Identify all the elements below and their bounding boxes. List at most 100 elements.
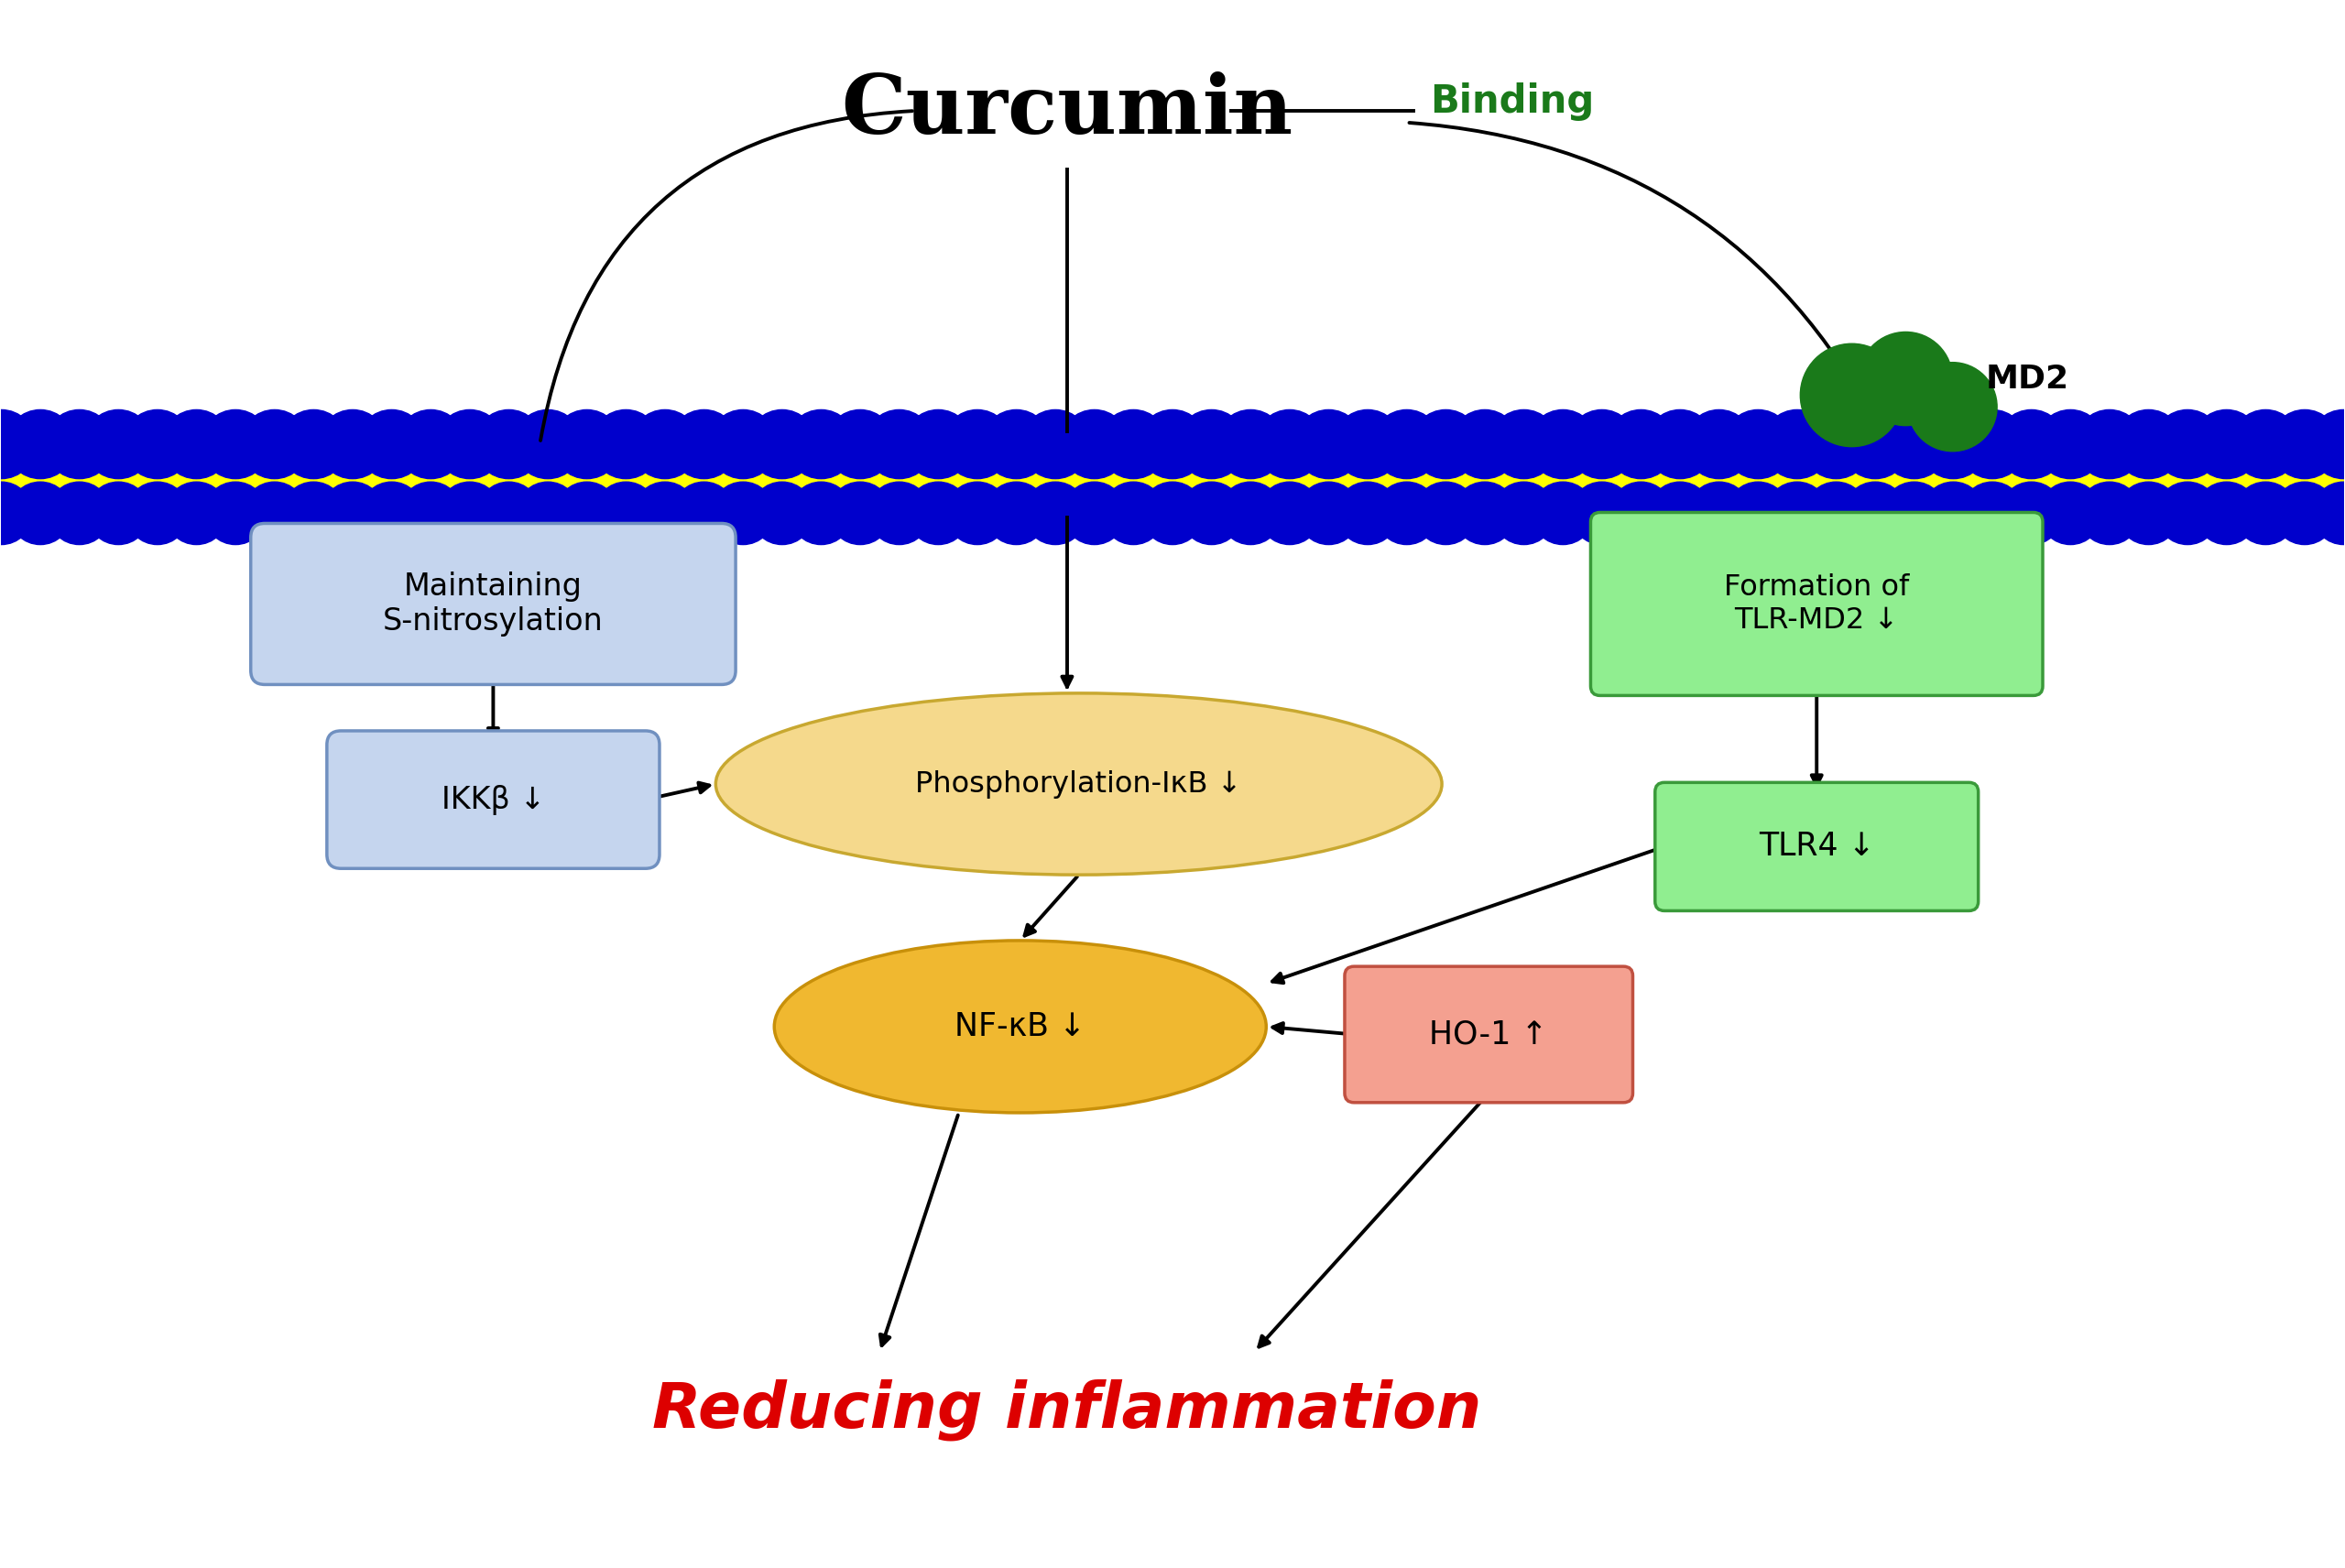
Circle shape bbox=[2310, 409, 2345, 478]
Circle shape bbox=[631, 409, 699, 478]
Text: IKKβ ↓: IKKβ ↓ bbox=[441, 784, 544, 815]
Text: Curcumin: Curcumin bbox=[842, 71, 1292, 151]
Circle shape bbox=[1414, 481, 1477, 544]
Circle shape bbox=[1646, 409, 1714, 478]
Circle shape bbox=[1918, 409, 1989, 478]
Circle shape bbox=[1219, 481, 1283, 544]
Circle shape bbox=[1100, 409, 1168, 478]
Circle shape bbox=[436, 409, 504, 478]
Circle shape bbox=[478, 481, 539, 544]
Circle shape bbox=[1566, 409, 1637, 478]
Circle shape bbox=[127, 481, 190, 544]
FancyBboxPatch shape bbox=[1344, 966, 1632, 1102]
FancyBboxPatch shape bbox=[251, 524, 736, 685]
Circle shape bbox=[945, 481, 1008, 544]
Circle shape bbox=[2270, 409, 2340, 478]
Circle shape bbox=[439, 481, 502, 544]
Circle shape bbox=[1801, 343, 1904, 447]
Circle shape bbox=[1998, 409, 2066, 478]
Circle shape bbox=[9, 481, 73, 544]
Ellipse shape bbox=[774, 941, 1266, 1113]
Circle shape bbox=[1923, 481, 1984, 544]
Circle shape bbox=[865, 409, 933, 478]
Circle shape bbox=[713, 481, 774, 544]
Circle shape bbox=[908, 481, 968, 544]
Circle shape bbox=[1766, 481, 1829, 544]
Circle shape bbox=[1060, 409, 1128, 478]
Text: Formation of
TLR-MD2 ↓: Formation of TLR-MD2 ↓ bbox=[1724, 574, 1909, 635]
Circle shape bbox=[1724, 409, 1792, 478]
Circle shape bbox=[1571, 481, 1632, 544]
Circle shape bbox=[596, 481, 657, 544]
Circle shape bbox=[671, 409, 739, 478]
Circle shape bbox=[1801, 409, 1871, 478]
Ellipse shape bbox=[715, 693, 1442, 875]
Circle shape bbox=[2195, 481, 2258, 544]
Circle shape bbox=[1334, 409, 1402, 478]
Text: Maintaining
S-nitrosylation: Maintaining S-nitrosylation bbox=[382, 571, 603, 637]
Circle shape bbox=[983, 409, 1051, 478]
Circle shape bbox=[516, 481, 579, 544]
FancyBboxPatch shape bbox=[326, 731, 659, 869]
Circle shape bbox=[1337, 481, 1400, 544]
Circle shape bbox=[1841, 409, 1909, 478]
Circle shape bbox=[1958, 409, 2026, 478]
Circle shape bbox=[985, 481, 1048, 544]
Circle shape bbox=[2000, 481, 2064, 544]
Circle shape bbox=[1412, 409, 1480, 478]
FancyBboxPatch shape bbox=[1656, 782, 1979, 911]
Circle shape bbox=[514, 409, 582, 478]
Circle shape bbox=[673, 481, 736, 544]
Circle shape bbox=[2235, 481, 2298, 544]
Circle shape bbox=[361, 481, 422, 544]
Circle shape bbox=[321, 481, 385, 544]
Circle shape bbox=[1606, 409, 1674, 478]
Text: TLR4 ↓: TLR4 ↓ bbox=[1759, 831, 1874, 862]
Circle shape bbox=[553, 409, 621, 478]
Circle shape bbox=[1688, 481, 1749, 544]
Circle shape bbox=[1726, 481, 1789, 544]
Circle shape bbox=[1142, 481, 1203, 544]
Text: Phosphorylation-IκB ↓: Phosphorylation-IκB ↓ bbox=[915, 770, 1243, 798]
Circle shape bbox=[708, 409, 779, 478]
Circle shape bbox=[1449, 409, 1520, 478]
Circle shape bbox=[1297, 481, 1360, 544]
Circle shape bbox=[1025, 481, 1086, 544]
Circle shape bbox=[2040, 481, 2101, 544]
Circle shape bbox=[1217, 409, 1285, 478]
Circle shape bbox=[1062, 481, 1126, 544]
Circle shape bbox=[2118, 481, 2181, 544]
Circle shape bbox=[396, 409, 464, 478]
Circle shape bbox=[1649, 481, 1712, 544]
Circle shape bbox=[1372, 409, 1442, 478]
Circle shape bbox=[5, 409, 75, 478]
Circle shape bbox=[1102, 481, 1165, 544]
Circle shape bbox=[748, 409, 816, 478]
Circle shape bbox=[84, 409, 152, 478]
Circle shape bbox=[2078, 481, 2141, 544]
Circle shape bbox=[319, 409, 387, 478]
Circle shape bbox=[1294, 409, 1362, 478]
Circle shape bbox=[1684, 409, 1754, 478]
Circle shape bbox=[1454, 481, 1517, 544]
Circle shape bbox=[87, 481, 150, 544]
Circle shape bbox=[2115, 409, 2183, 478]
Circle shape bbox=[903, 409, 973, 478]
Circle shape bbox=[825, 409, 896, 478]
Circle shape bbox=[1489, 409, 1559, 478]
Circle shape bbox=[1491, 481, 1555, 544]
Circle shape bbox=[2312, 481, 2345, 544]
Circle shape bbox=[399, 481, 462, 544]
Circle shape bbox=[2272, 481, 2336, 544]
Circle shape bbox=[244, 481, 305, 544]
Circle shape bbox=[1180, 481, 1243, 544]
Circle shape bbox=[47, 481, 110, 544]
Circle shape bbox=[202, 409, 270, 478]
Text: Binding: Binding bbox=[1430, 82, 1595, 121]
Circle shape bbox=[1881, 409, 1949, 478]
Text: NF-κB ↓: NF-κB ↓ bbox=[954, 1011, 1086, 1043]
Circle shape bbox=[2153, 409, 2223, 478]
Circle shape bbox=[790, 481, 854, 544]
Circle shape bbox=[1259, 481, 1320, 544]
Circle shape bbox=[122, 409, 192, 478]
